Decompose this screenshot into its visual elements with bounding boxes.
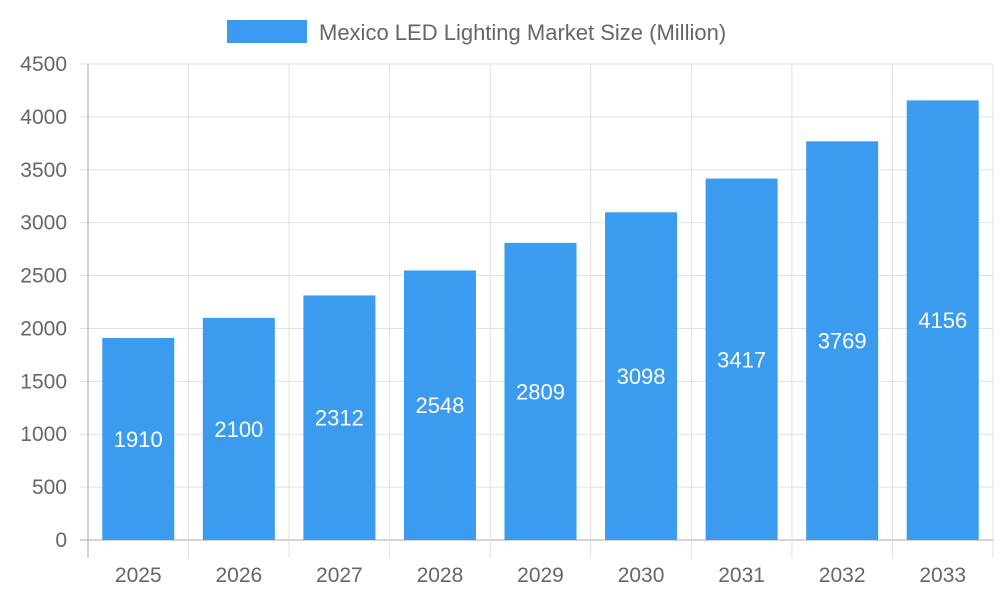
bar — [202, 317, 275, 540]
x-tick-label: 2030 — [618, 564, 665, 587]
x-tick-label: 2026 — [215, 564, 262, 587]
bar — [806, 141, 879, 541]
y-tick-label: 1500 — [20, 370, 67, 393]
y-tick-label: 2000 — [20, 317, 67, 340]
data-label: 4156 — [918, 308, 967, 333]
bars: 1910 2100 2312 2548 2809 3098 3417 3769 4156 — [102, 100, 979, 541]
y-tick-label: 500 — [32, 476, 67, 499]
data-label: 3417 — [717, 347, 766, 372]
data-label: 2100 — [214, 417, 263, 442]
legend-swatch — [227, 20, 307, 43]
x-tick-label: 2032 — [819, 564, 866, 587]
y-tick-label: 3000 — [20, 212, 67, 235]
legend[interactable]: Mexico LED Lighting Market Size (Million… — [227, 20, 726, 45]
y-tick-label: 1000 — [20, 423, 67, 446]
x-tick-label: 2031 — [718, 564, 765, 587]
y-tick-label: 3500 — [20, 159, 67, 182]
data-label: 2312 — [315, 406, 364, 431]
bar — [403, 270, 476, 540]
data-label: 3769 — [818, 329, 867, 354]
bar — [906, 100, 979, 540]
tick-labels: 0 500 1000 1500 2000 2500 3000 3500 4000 4500 2025… — [20, 53, 966, 587]
data-label: 2809 — [516, 379, 565, 404]
legend-label: Mexico LED Lighting Market Size (Million… — [319, 20, 726, 45]
data-label: 1910 — [114, 427, 163, 452]
data-label: 3098 — [617, 364, 666, 389]
bar — [705, 178, 778, 541]
bar — [605, 212, 678, 540]
x-tick-label: 2033 — [919, 564, 966, 587]
x-tick-label: 2028 — [417, 564, 464, 587]
y-tick-label: 4000 — [20, 106, 67, 129]
x-tick-label: 2029 — [517, 564, 564, 587]
y-tick-label: 0 — [55, 529, 67, 552]
bar — [504, 242, 577, 540]
y-tick-label: 4500 — [20, 53, 67, 76]
data-label: 2548 — [415, 393, 464, 418]
x-tick-label: 2025 — [115, 564, 162, 587]
x-tick-label: 2027 — [316, 564, 363, 587]
y-tick-label: 2500 — [20, 265, 67, 288]
bar — [303, 295, 376, 540]
bar — [102, 337, 175, 540]
